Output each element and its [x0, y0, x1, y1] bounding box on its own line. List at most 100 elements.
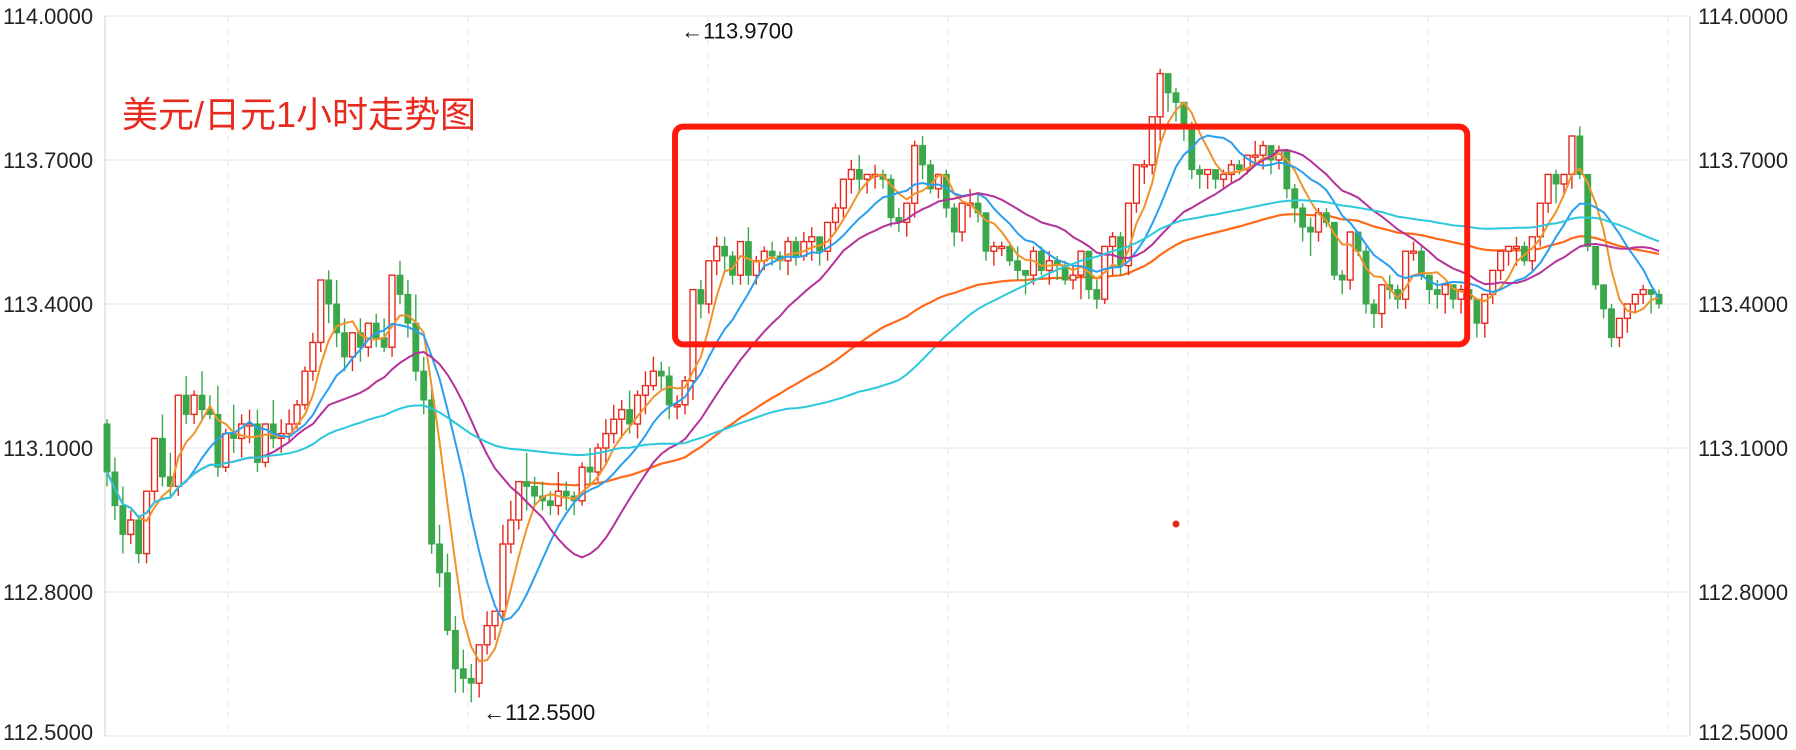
candle-4	[135, 515, 143, 564]
candle-41	[428, 385, 436, 554]
candle-body-145	[1251, 154, 1259, 158]
candle-60	[578, 462, 586, 506]
candle-body-29	[333, 303, 341, 334]
candle-body-95	[855, 169, 863, 180]
candle-body-105	[934, 173, 943, 190]
candle-29	[333, 280, 341, 348]
candle-42	[436, 524, 444, 588]
candle-body-58	[562, 490, 570, 497]
candle-104	[927, 160, 934, 194]
candle-body-7	[158, 437, 166, 478]
candle-63	[602, 419, 610, 463]
candle-89	[808, 227, 816, 261]
candle-105	[934, 173, 943, 199]
candle-body-70	[657, 370, 665, 377]
candle-95	[855, 155, 863, 194]
candle-26	[309, 332, 317, 381]
candle-body-181	[1536, 202, 1544, 238]
candle-body-185	[1568, 135, 1576, 176]
candle-20	[261, 423, 269, 468]
candle-body-125	[1093, 289, 1101, 300]
candle-body-88	[800, 240, 808, 257]
candle-body-106	[942, 173, 950, 209]
candle-body-123	[1077, 250, 1085, 276]
candle-body-28	[325, 279, 333, 305]
candle-191	[1615, 317, 1624, 348]
candle-body-191	[1615, 317, 1624, 339]
candle-140	[1212, 169, 1220, 189]
candle-87	[792, 236, 800, 266]
candle-body-160	[1370, 303, 1378, 315]
candle-28	[325, 270, 333, 324]
candle-body-56	[546, 500, 554, 507]
candle-body-159	[1362, 250, 1370, 305]
candle-135	[1172, 88, 1180, 122]
y-tick-left-2: 113.4000	[3, 292, 93, 317]
candle-47	[475, 644, 483, 698]
candle-body-183	[1552, 173, 1560, 185]
candle-body-54	[531, 485, 539, 497]
candle-36	[388, 274, 396, 357]
ma-line-ma_purple	[106, 148, 1660, 559]
candle-body-47	[475, 644, 483, 684]
candle-145	[1251, 140, 1259, 165]
candle-151	[1299, 203, 1307, 242]
candle-25	[301, 366, 309, 410]
y-tick-right-4: 112.8000	[1698, 580, 1788, 605]
candle-114	[1006, 241, 1014, 266]
candle-156	[1338, 270, 1346, 295]
candle-body-62	[594, 447, 602, 473]
candle-45	[459, 649, 467, 693]
candle-body-99	[887, 178, 895, 219]
candle-body-103	[919, 145, 927, 166]
candle-64	[610, 404, 618, 444]
ma-line-ma_fast	[106, 101, 1660, 663]
candle-body-174	[1481, 293, 1489, 324]
candle-193	[1631, 293, 1639, 314]
candle-155	[1330, 221, 1338, 280]
candle-body-155	[1330, 221, 1338, 276]
candle-body-43	[444, 572, 451, 631]
candle-187	[1584, 173, 1592, 252]
candle-body-184	[1560, 173, 1568, 185]
candle-body-92	[831, 207, 840, 224]
candle-body-50	[499, 543, 507, 612]
candle-164	[1401, 250, 1410, 309]
candle-182	[1544, 173, 1552, 213]
candle-body-65	[618, 408, 626, 420]
candle-body-52	[515, 480, 523, 521]
y-tick-right-0: 114.0000	[1698, 4, 1788, 29]
candle-71	[665, 366, 673, 420]
candle-body-4	[135, 519, 143, 555]
candle-body-63	[602, 432, 610, 449]
candle-176	[1497, 250, 1505, 280]
candle-49	[491, 610, 499, 640]
candle-2	[119, 486, 127, 554]
candle-184	[1560, 173, 1568, 194]
candle-171	[1457, 284, 1465, 314]
candle-body-156	[1338, 274, 1346, 281]
candle-93	[839, 178, 848, 218]
candle-body-189	[1600, 284, 1608, 310]
candle-body-46	[467, 677, 475, 684]
candle-body-94	[847, 168, 855, 180]
candle-118	[1037, 246, 1045, 276]
candle-67	[633, 390, 642, 439]
candle-body-190	[1608, 308, 1615, 339]
candle-96	[863, 173, 871, 194]
candle-body-9	[174, 394, 182, 488]
candle-body-176	[1497, 250, 1505, 272]
candle-body-89	[808, 236, 816, 243]
candle-58	[562, 481, 570, 511]
candle-body-27	[317, 279, 325, 344]
candle-body-114	[1006, 245, 1014, 262]
candle-body-170	[1449, 284, 1457, 300]
candle-body-177	[1504, 245, 1513, 252]
candle-body-195	[1647, 289, 1655, 295]
y-tick-left-0: 114.0000	[3, 4, 93, 29]
candle-body-129	[1124, 202, 1133, 267]
candle-body-75	[697, 289, 705, 305]
candle-body-132	[1148, 116, 1156, 166]
candle-body-166	[1418, 250, 1425, 276]
candle-body-138	[1196, 169, 1204, 175]
